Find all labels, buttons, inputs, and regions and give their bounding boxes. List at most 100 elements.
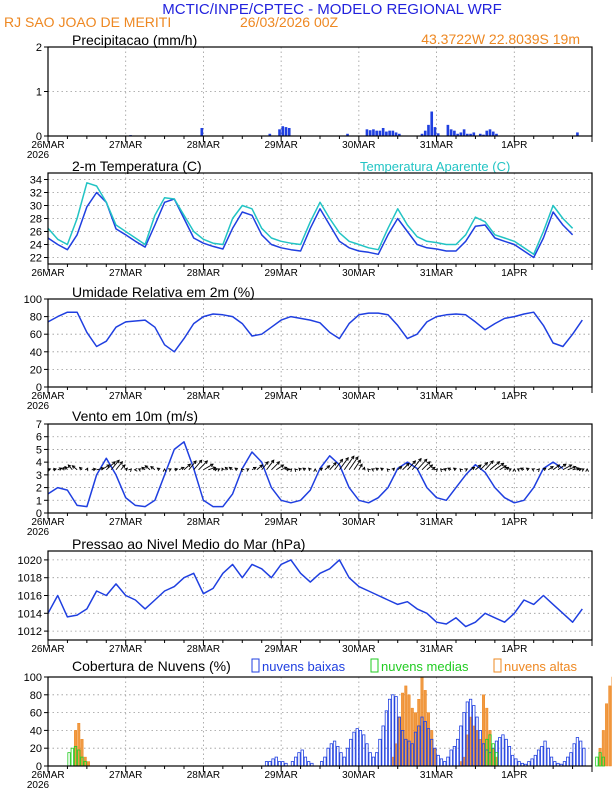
cloud-bar-nuvens-baixas: [384, 710, 388, 767]
wind-vector: [494, 463, 504, 471]
wind-vector-head: [471, 466, 476, 471]
pressure-xtick-label: 26MAR: [31, 644, 64, 655]
wind-vector: [572, 467, 580, 471]
clouds-ytick-label: 0: [36, 761, 42, 773]
wind-series-line: [47, 441, 564, 508]
temperature-title: 2-m Temperatura (C): [72, 158, 202, 174]
wind-vector-head: [308, 467, 312, 472]
wind-ytick-label: 2: [36, 483, 42, 495]
temperature-ytick-label: 28: [30, 214, 42, 226]
precip-bar: [398, 133, 401, 136]
apparent-temperature-legend: Temperatura Aparente (C): [360, 159, 510, 174]
precip-xtick-label: 27MAR: [109, 140, 142, 151]
cloud-bar-nuvens-baixas: [436, 754, 440, 767]
wind-vector-head: [439, 468, 444, 472]
pressure-panel: 1012 1014 1016 1018 1020 26MAR 27MAR 28MAR 29MAR…: [18, 550, 593, 655]
cloud-bar-nuvens-baixas: [264, 761, 269, 767]
precip-bar: [268, 133, 272, 136]
wind-vector-head: [180, 466, 185, 471]
wind-vector-head: [224, 466, 229, 471]
pressure-ytick-label: 1016: [18, 591, 42, 603]
legend-low-clouds-label: nuvens baixas: [262, 659, 346, 674]
cloud-bar-nuvens-baixas: [362, 734, 366, 767]
cloud-bar-nuvens-baixas: [530, 758, 534, 767]
wind-vector: [411, 458, 422, 471]
wind-vector-head: [270, 459, 275, 464]
wind-vector-head: [294, 468, 298, 472]
precip-bar: [469, 133, 472, 136]
cloud-bar-nuvens-baixas: [342, 756, 346, 767]
cloud-bar-nuvens-baixas: [268, 761, 272, 767]
wind-vector-head: [228, 466, 233, 471]
wind-vector: [329, 462, 337, 471]
wind-vector: [96, 467, 104, 471]
wind-vector-head: [61, 466, 65, 471]
precip-bar: [375, 130, 378, 136]
wind-ytick-label: 7: [36, 419, 42, 431]
temperature-xtick-label: 1APR: [501, 268, 527, 279]
cloud-bar-nuvens-medias: [67, 752, 71, 767]
temperature-series-line: [47, 182, 574, 256]
wind-vector-head: [212, 466, 217, 470]
wind-vector-head: [426, 461, 431, 465]
header-location: RJ SAO JOAO DE MERITI: [4, 14, 171, 30]
wind-vector: [72, 465, 78, 471]
cloud-bar-nuvens-baixas: [391, 694, 395, 767]
wind-vector: [489, 461, 500, 471]
cloud-bar-nuvens-baixas: [533, 754, 537, 767]
pressure-xtick-label: 29MAR: [264, 644, 297, 655]
wind-vector-head: [84, 467, 89, 472]
wind-vector-head: [276, 461, 281, 465]
clouds-ytick-label: 100: [24, 672, 42, 684]
wind-vector: [101, 464, 110, 471]
precip-bar: [368, 130, 372, 136]
wind-vector: [266, 459, 275, 471]
precip-xtick-label: 30MAR: [342, 140, 375, 151]
wind-vector-head: [505, 466, 510, 471]
wind-vector-head: [536, 468, 541, 472]
wind-ytick-label: 6: [36, 432, 42, 444]
precip-ytick-label: 0: [36, 131, 42, 143]
wind-vector-head: [434, 468, 439, 472]
wind-vector-head: [124, 467, 128, 472]
wind-ytick-label: 1: [36, 495, 42, 507]
precip-bar: [436, 133, 440, 136]
clouds-xtick-label: 29MAR: [264, 770, 297, 781]
cloud-bar-nuvens-medias: [595, 756, 599, 767]
pressure-xtick-label: 1APR: [501, 644, 527, 655]
cloud-bar-nuvens-baixas: [527, 761, 531, 767]
cloud-bar-nuvens-medias: [70, 747, 74, 767]
cloud-bar-nuvens-baixas: [365, 743, 369, 767]
cloud-bar-nuvens-baixas: [371, 756, 376, 767]
wind-vector-head: [562, 463, 567, 468]
cloud-bar-nuvens-baixas: [345, 747, 350, 767]
cloud-bar-nuvens-baixas: [443, 761, 447, 767]
wind-vector-head: [53, 467, 57, 472]
wind-vector-head: [525, 467, 530, 472]
wind-vector-head: [580, 468, 585, 472]
cloud-bar-nuvens-medias: [601, 756, 605, 767]
wind-vector: [479, 462, 488, 471]
temperature-ytick-label: 34: [30, 175, 42, 187]
temperature-xtick-label: 28MAR: [187, 268, 220, 279]
precip-bar: [346, 133, 349, 136]
precip-bar: [284, 127, 288, 136]
humidity-ytick-label: 0: [36, 382, 42, 394]
wind-vector-head: [442, 467, 447, 472]
wind-ytick-label: 4: [36, 457, 42, 469]
wind-year-label: 2026: [27, 527, 50, 538]
wind-vector: [110, 459, 120, 471]
clouds-year-label: 2026: [27, 780, 50, 791]
wind-vector-head: [333, 461, 337, 466]
wind-vector-head: [550, 466, 554, 470]
wind-vector-head: [204, 460, 209, 464]
pressure-ytick-label: 1018: [18, 573, 42, 585]
wind-vector-head: [500, 462, 505, 467]
wind-vector-head: [64, 465, 68, 470]
wind-vector: [567, 466, 576, 471]
clouds-title: Cobertura de Nuvens (%): [72, 658, 231, 674]
precip-bar: [381, 127, 385, 136]
wind-vector-head: [245, 468, 250, 472]
precip-bar: [482, 134, 485, 136]
clouds-ytick-label: 60: [30, 708, 42, 720]
